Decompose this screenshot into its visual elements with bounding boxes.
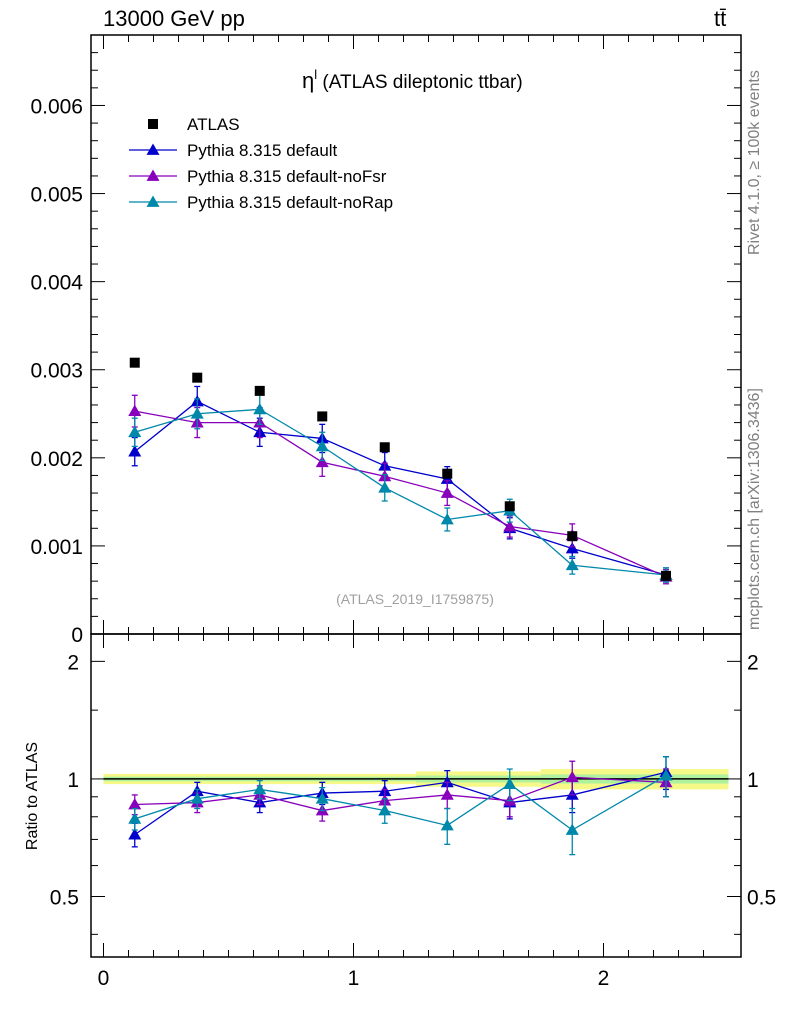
data-point xyxy=(442,468,453,479)
main-y-tick-label: 0.001 xyxy=(30,536,83,559)
legend-marker-0 xyxy=(146,143,160,155)
legend-marker-2 xyxy=(146,195,160,207)
legend-marker-atlas xyxy=(148,119,158,129)
main-y-tick-label: 0.005 xyxy=(30,184,83,207)
series-point xyxy=(440,486,454,498)
data-point xyxy=(661,570,671,581)
series-point xyxy=(440,512,454,525)
legend-label-2: Pythia 8.315 default-noRap xyxy=(187,193,393,212)
ratio-point xyxy=(440,818,454,831)
legend-marker-1 xyxy=(146,169,160,181)
data-point xyxy=(192,372,203,383)
series-point xyxy=(315,455,329,468)
ratio-point xyxy=(565,823,579,835)
process-label: 13000 GeV pp xyxy=(103,6,245,31)
ratio-point xyxy=(565,770,579,783)
ratio-point xyxy=(378,804,392,816)
plot-title: ηl (ATLAS dileptonic ttbar) xyxy=(302,67,523,93)
final-state-label: tt̄ xyxy=(714,6,727,31)
main-y-tick-label: 0.004 xyxy=(30,272,83,295)
ratio-point xyxy=(190,792,204,804)
series-point xyxy=(128,425,142,438)
ratio-point xyxy=(128,798,142,810)
series-line-0 xyxy=(134,400,667,576)
series-point xyxy=(190,407,204,419)
ratio-point xyxy=(315,792,329,804)
ratio-y-tick-label: 0.5 xyxy=(50,887,79,910)
main-y-tick-label: 0.003 xyxy=(30,360,83,383)
ratio-plot-frame xyxy=(90,633,742,958)
data-point xyxy=(567,531,578,542)
ratio-point xyxy=(503,777,517,789)
ratio-y-tick-label: 1 xyxy=(67,769,79,792)
series-point xyxy=(253,402,267,415)
series-point xyxy=(128,404,142,417)
data-point xyxy=(254,385,265,396)
legend-label-1: Pythia 8.315 default-noFsr xyxy=(187,167,387,186)
ratio-point xyxy=(128,828,142,840)
ratio-point xyxy=(440,775,454,788)
plot-title-eta: η xyxy=(302,68,314,93)
data-point xyxy=(317,411,328,422)
x-tick-label: 1 xyxy=(348,967,360,990)
ratio-point xyxy=(253,782,267,795)
x-tick-label: 0 xyxy=(98,967,110,990)
data-point xyxy=(379,442,390,453)
legend-label-0: Pythia 8.315 default xyxy=(187,141,338,160)
main-y-tick-label: 0.006 xyxy=(30,95,83,118)
series-point xyxy=(503,520,517,532)
series-point xyxy=(128,445,142,457)
ratio-point xyxy=(440,788,454,800)
x-tick-label: 2 xyxy=(598,967,610,990)
data-point xyxy=(504,501,515,512)
ratio-y-tick-label-right: 2 xyxy=(747,651,759,674)
ratio-y-tick-label: 2 xyxy=(67,651,79,674)
main-y-tick-label: 0 xyxy=(71,624,83,647)
ratio-y-axis-label: Ratio to ATLAS xyxy=(24,742,41,850)
ratio-point xyxy=(659,769,673,781)
ratio-y-tick-label-right: 1 xyxy=(747,769,759,792)
ratio-y-tick-label-right: 0.5 xyxy=(747,887,776,910)
main-y-tick-label: 0.002 xyxy=(30,448,83,471)
series-point xyxy=(565,558,579,571)
ratio-point xyxy=(128,812,142,824)
data-point xyxy=(129,357,140,368)
series-point xyxy=(565,542,579,554)
series-line-2 xyxy=(134,408,667,576)
plot-title-sup: l xyxy=(314,67,317,82)
series-point xyxy=(315,439,329,452)
plot-title-rest: (ATLAS dileptonic ttbar) xyxy=(317,72,523,93)
series-point xyxy=(378,481,392,493)
legend-label-atlas: ATLAS xyxy=(187,115,240,134)
analysis-watermark: (ATLAS_2019_I1759875) xyxy=(336,591,494,607)
